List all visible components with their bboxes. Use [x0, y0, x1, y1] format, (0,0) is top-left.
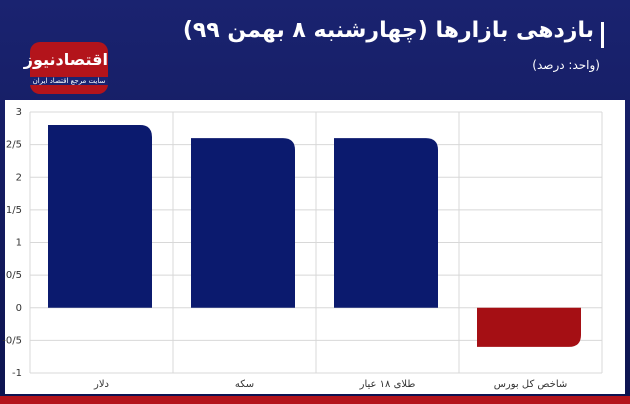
title-bar: [601, 22, 604, 48]
y-tick-label: 3: [16, 107, 22, 118]
bar: [48, 125, 152, 308]
y-tick-label: 2/5: [6, 140, 22, 151]
logo: اقتصادنیوز سایت مرجع اقتصاد ایران: [23, 42, 108, 94]
bar: [477, 307, 581, 347]
y-tick-label: 2: [16, 172, 22, 183]
logo-text: اقتصادنیوز: [23, 50, 108, 69]
y-tick-label: 0: [16, 303, 22, 314]
y-tick-label: 1: [16, 238, 22, 249]
y-tick-label: -1: [12, 368, 22, 379]
x-tick-label: دلار: [93, 379, 109, 390]
subtitle: (واحد: درصد): [532, 58, 600, 72]
x-tick-label: طلای ۱۸ عیار: [359, 379, 416, 390]
y-tick-label: -0/5: [2, 335, 22, 346]
logo-caption: سایت مرجع اقتصاد ایران: [30, 77, 108, 85]
x-tick-label: سکه: [235, 379, 254, 390]
y-tick-label: 1/5: [6, 205, 22, 216]
bar: [191, 138, 295, 308]
y-tick-label: 0/5: [6, 270, 22, 281]
x-tick-label: شاخص کل بورس: [494, 379, 568, 390]
footer-strip: [0, 396, 630, 404]
chart-title: بازدهی بازارها (چهارشنبه ۸ بهمن ۹۹): [182, 18, 594, 43]
bar: [334, 138, 438, 308]
